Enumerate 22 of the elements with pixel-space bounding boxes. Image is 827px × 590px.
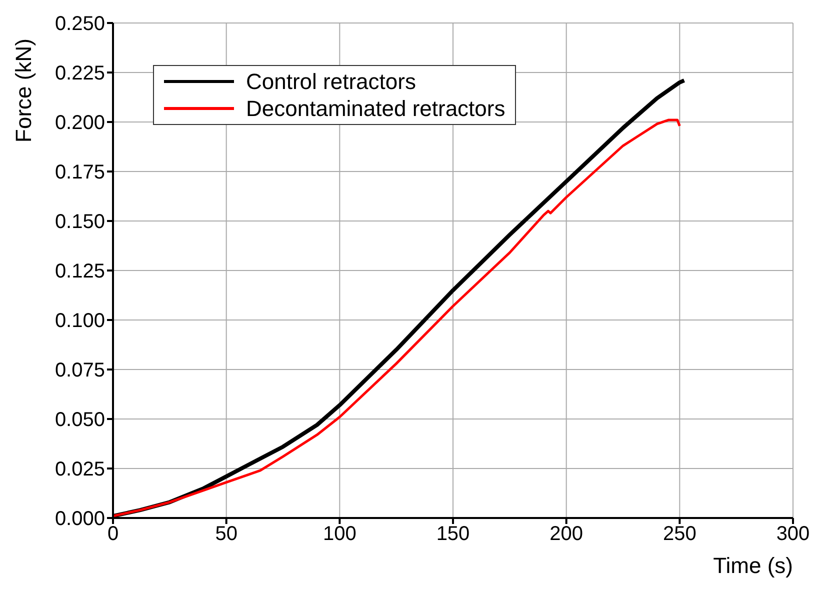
y-tick-label: 0.200 bbox=[54, 112, 105, 134]
y-axis-title: Force (kN) bbox=[10, 38, 36, 142]
x-tick-label: 250 bbox=[662, 523, 696, 546]
y-tick-label: 0.100 bbox=[54, 310, 105, 332]
x-axis-title: Time (s) bbox=[713, 553, 793, 578]
x-tick-label: 50 bbox=[215, 523, 238, 546]
y-tick-label: 0.150 bbox=[54, 211, 105, 234]
x-tick-label: 200 bbox=[550, 523, 584, 546]
y-tick-label: 0.075 bbox=[54, 360, 105, 382]
y-tick-label: 0.000 bbox=[54, 508, 105, 530]
legend-label: Control retractors bbox=[246, 68, 416, 95]
y-tick-label: 0.250 bbox=[54, 13, 105, 36]
y-tick-label: 0.125 bbox=[54, 260, 105, 283]
x-tick-label: 300 bbox=[776, 523, 810, 546]
y-tick-label: 0.025 bbox=[54, 458, 105, 481]
y-tick-label: 0.175 bbox=[54, 162, 105, 184]
y-tick-label: 0.050 bbox=[54, 409, 105, 432]
x-tick-label: 0 bbox=[107, 523, 119, 546]
x-tick-label: 150 bbox=[436, 523, 470, 546]
legend-label: Decontaminated retractors bbox=[246, 95, 506, 122]
y-tick-label: 0.225 bbox=[54, 62, 105, 85]
x-tick-label: 100 bbox=[322, 523, 356, 546]
